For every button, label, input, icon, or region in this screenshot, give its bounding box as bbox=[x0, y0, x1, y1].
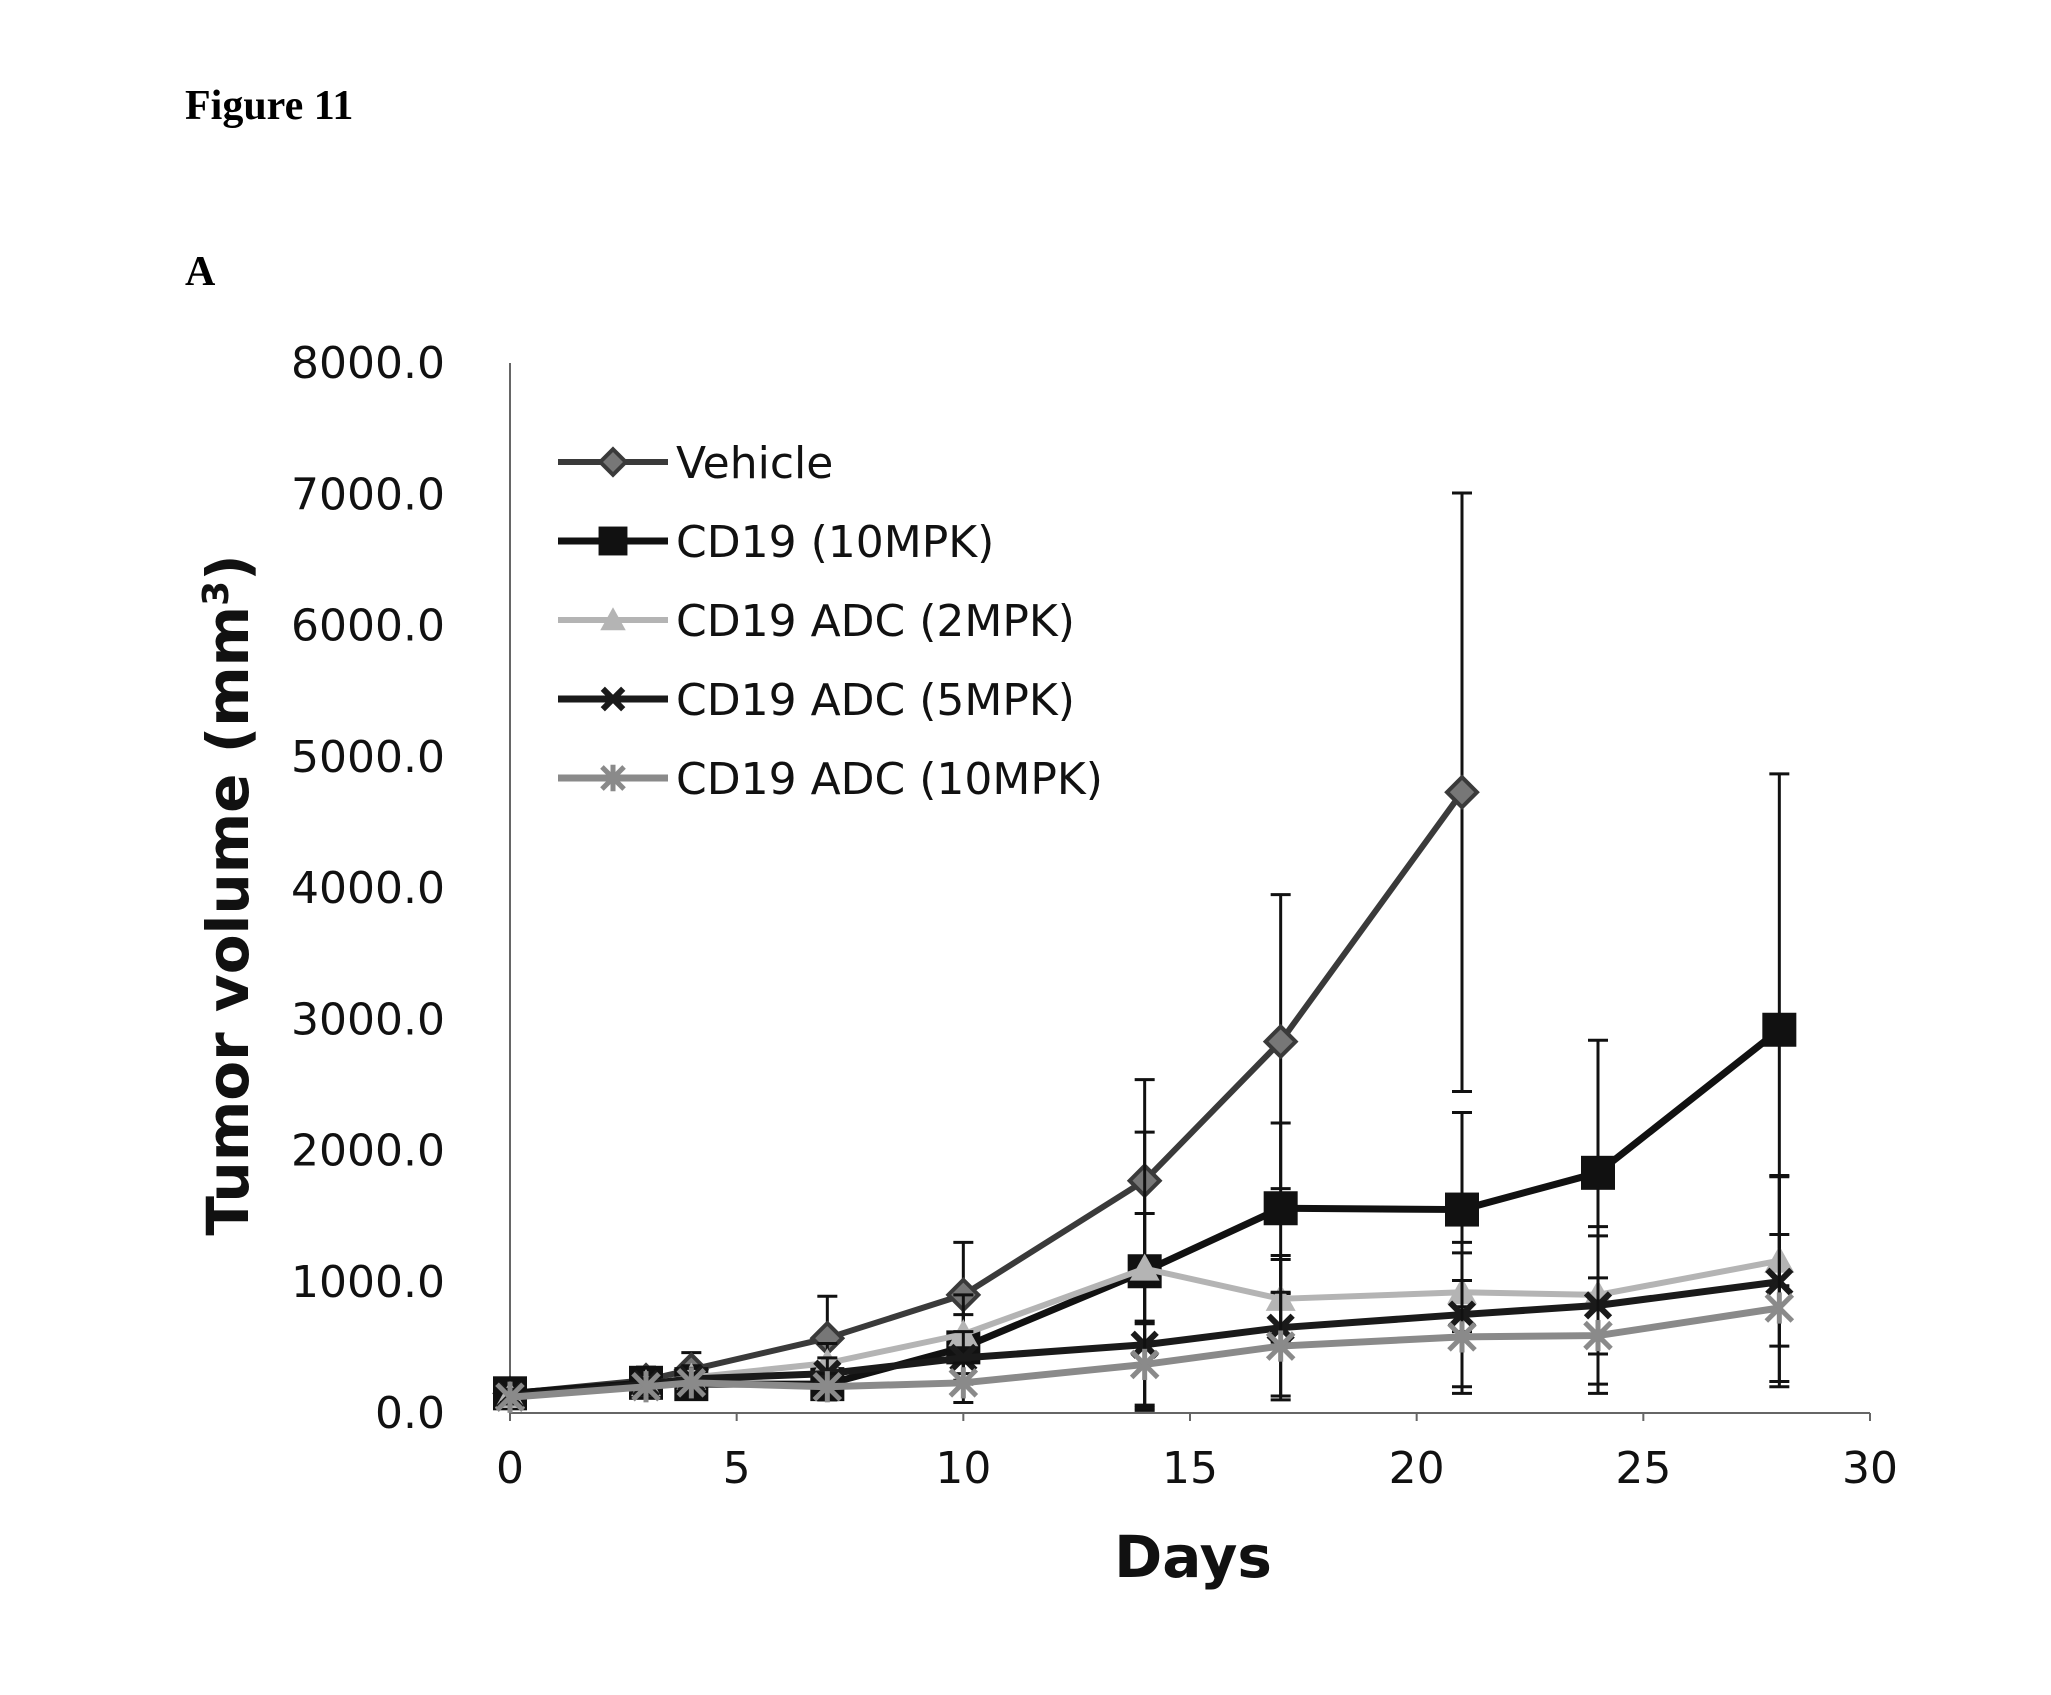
y-tick-label: 4000.0 bbox=[291, 863, 445, 914]
star-marker bbox=[631, 1371, 661, 1403]
y-tick-label: 8000.0 bbox=[291, 338, 445, 389]
x-tick-label: 0 bbox=[496, 1443, 524, 1494]
legend-item: Vehicle bbox=[558, 438, 833, 489]
legend-item: CD19 ADC (2MPK) bbox=[558, 596, 1075, 647]
star-marker bbox=[1764, 1292, 1795, 1324]
figure-title: Figure 11 bbox=[185, 83, 354, 129]
x-tick-label: 30 bbox=[1842, 1443, 1898, 1494]
x-tick-label: 20 bbox=[1389, 1443, 1445, 1494]
star-marker bbox=[1583, 1319, 1613, 1352]
y-axis-label: Tumor volume (mm3) bbox=[194, 554, 262, 1235]
x-tick-label: 25 bbox=[1615, 1443, 1671, 1494]
legend-label: CD19 ADC (2MPK) bbox=[676, 596, 1075, 647]
y-tick-label: 3000.0 bbox=[291, 994, 445, 1045]
square-marker bbox=[1581, 1155, 1615, 1190]
series-line bbox=[509, 790, 1465, 1397]
legend-item: CD19 ADC (10MPK) bbox=[558, 754, 1103, 805]
series-group bbox=[492, 491, 1797, 1413]
y-axis-label-close: ) bbox=[194, 554, 262, 581]
star-marker bbox=[1129, 1348, 1160, 1381]
triangle-marker bbox=[600, 607, 626, 631]
diamond-marker bbox=[597, 446, 629, 478]
x-marker bbox=[949, 1343, 978, 1372]
y-tick-label: 7000.0 bbox=[291, 469, 445, 520]
diamond-marker bbox=[1444, 774, 1480, 811]
x-axis-label: Days bbox=[1114, 1523, 1272, 1591]
diamond-marker bbox=[1262, 1023, 1299, 1060]
x-tick-label: 5 bbox=[723, 1443, 751, 1494]
legend-item: CD19 (10MPK) bbox=[558, 517, 994, 568]
series-line bbox=[509, 1304, 1780, 1401]
legend-label: CD19 ADC (5MPK) bbox=[676, 675, 1075, 726]
y-tick-label: 0.0 bbox=[375, 1388, 445, 1439]
y-tick-label: 6000.0 bbox=[291, 601, 445, 652]
star-marker bbox=[948, 1367, 979, 1399]
triangle-marker bbox=[1129, 1253, 1160, 1281]
y-axis-label-sup: 3 bbox=[196, 581, 237, 606]
star-marker bbox=[1265, 1330, 1296, 1362]
x-tick-label: 15 bbox=[1162, 1443, 1218, 1494]
x-tick-label: 10 bbox=[935, 1443, 991, 1494]
y-tick-label: 1000.0 bbox=[291, 1257, 445, 1308]
star-marker bbox=[676, 1367, 707, 1399]
square-marker bbox=[1263, 1191, 1298, 1226]
square-marker bbox=[598, 526, 628, 556]
x-marker-stroke bbox=[949, 1343, 978, 1372]
legend-item: CD19 ADC (5MPK) bbox=[558, 675, 1075, 726]
x-marker bbox=[600, 686, 626, 712]
panel-label: A bbox=[185, 249, 216, 295]
y-tick-label: 5000.0 bbox=[291, 732, 445, 783]
series-adc_10mpk bbox=[495, 1233, 1795, 1413]
y-axis-label-main: Tumor volume (mm bbox=[194, 606, 262, 1236]
square-marker bbox=[1445, 1192, 1479, 1227]
square-marker bbox=[1762, 1012, 1797, 1047]
legend-label: CD19 (10MPK) bbox=[676, 517, 994, 568]
x-marker-stroke bbox=[600, 686, 626, 712]
legend: Vehicle CD19 (10MPK) CD19 ADC (2MPK) CD19 A… bbox=[558, 438, 1103, 805]
legend-label: Vehicle bbox=[676, 438, 833, 489]
y-tick-label: 2000.0 bbox=[291, 1126, 445, 1177]
star-marker bbox=[1447, 1321, 1477, 1353]
star-marker bbox=[600, 764, 626, 792]
star-marker bbox=[495, 1381, 525, 1413]
ticks-group: 0 5 10 15 20 25 30 0.0 1000.0 2000.0 3000.0 4000.0 5… bbox=[291, 338, 1898, 1494]
star-marker bbox=[812, 1371, 843, 1403]
legend-label: CD19 ADC (10MPK) bbox=[676, 754, 1103, 805]
